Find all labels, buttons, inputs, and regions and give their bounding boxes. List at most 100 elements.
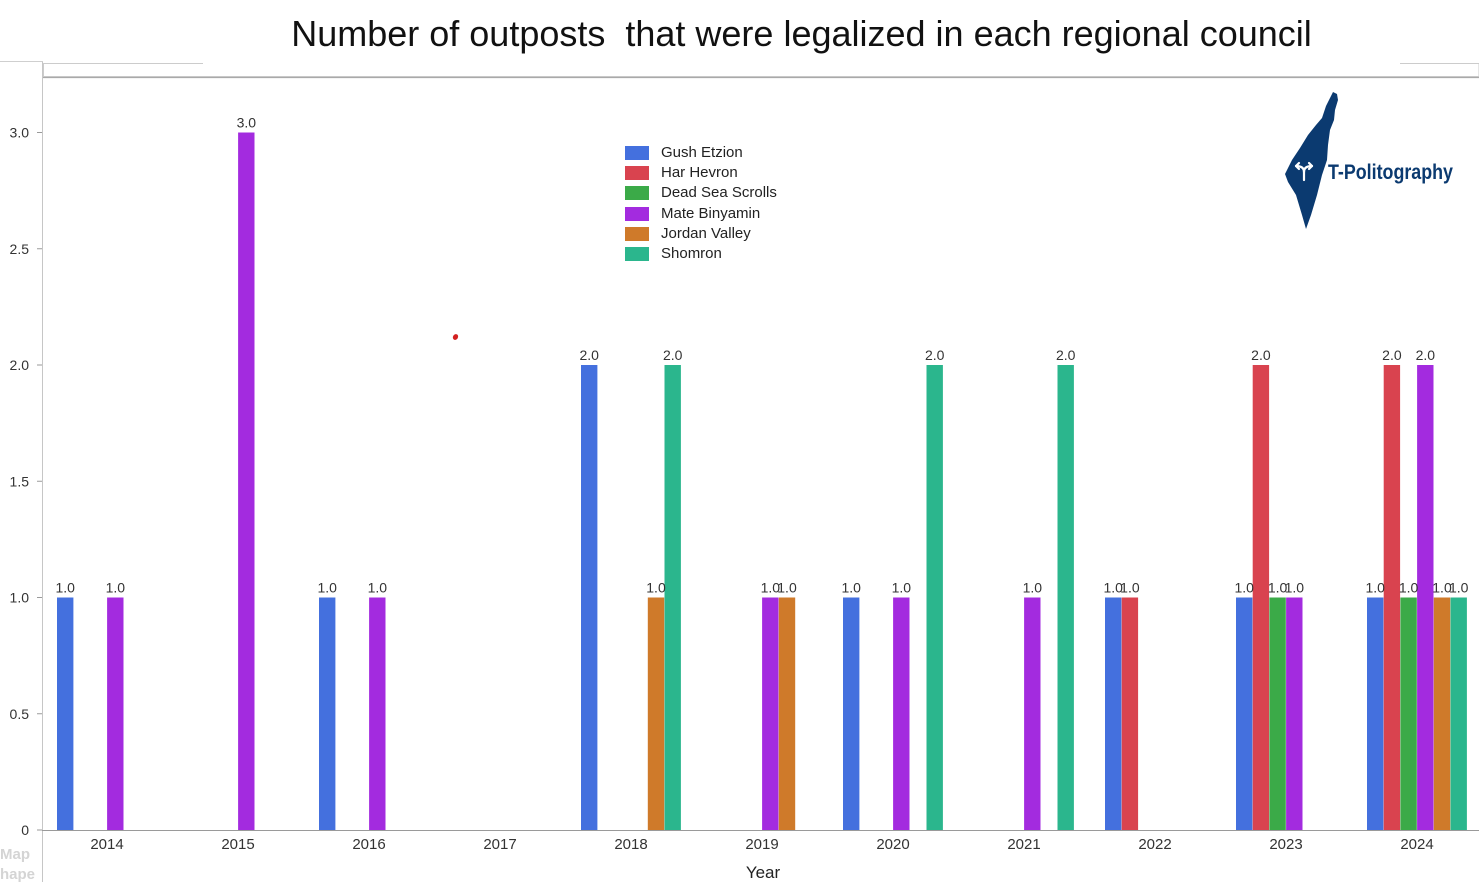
israel-map-icon bbox=[1285, 92, 1338, 229]
legend-swatch bbox=[625, 247, 649, 262]
map-shape-drop-zone[interactable]: Map hape bbox=[0, 845, 40, 882]
bar-shomron-2024 bbox=[1450, 597, 1467, 830]
bar-gush-etzion-2024 bbox=[1367, 597, 1384, 830]
x-tick-label-2014: 2014 bbox=[90, 836, 123, 853]
x-axis-ticks: 2014 2015 2016 2017 2018 2019 2020 2021 2022 2023… bbox=[90, 836, 1433, 853]
bar-mate-binyamin-2014 bbox=[107, 597, 124, 830]
y-tick-label: 0 bbox=[21, 822, 29, 838]
value-label-dead-sea-scrolls-2023: 1.0 bbox=[1268, 580, 1288, 596]
legend-swatch bbox=[625, 146, 649, 161]
x-tick-label-2024: 2024 bbox=[1400, 836, 1433, 853]
value-label-jordan-valley-2019: 1.0 bbox=[777, 580, 797, 596]
x-tick-label-2020: 2020 bbox=[876, 836, 909, 853]
shape-label: hape bbox=[0, 866, 36, 882]
x-tick-label-2019: 2019 bbox=[745, 836, 778, 853]
bar-dead-sea-scrolls-2023 bbox=[1269, 597, 1286, 830]
bar-mate-binyamin-2021 bbox=[1024, 597, 1041, 830]
bar-mate-binyamin-2016 bbox=[369, 597, 386, 830]
y-tick-label: 0.5 bbox=[10, 706, 30, 722]
value-label-har-hevron-2023: 2.0 bbox=[1251, 347, 1271, 363]
value-label-shomron-2018: 2.0 bbox=[663, 347, 683, 363]
bar-mate-binyamin-2020 bbox=[893, 597, 910, 830]
value-label-mate-binyamin-2016: 1.0 bbox=[368, 580, 388, 596]
x-tick-label-2022: 2022 bbox=[1138, 836, 1171, 853]
value-label-har-hevron-2024: 2.0 bbox=[1382, 347, 1402, 363]
legend-swatch bbox=[625, 186, 649, 201]
map-label: Map bbox=[0, 846, 30, 863]
legend-label: Shomron bbox=[661, 245, 722, 263]
bar-gush-etzion-2022 bbox=[1105, 597, 1122, 830]
x-tick-label-2017: 2017 bbox=[483, 836, 516, 853]
legend-item-shomron: Shomron bbox=[625, 244, 777, 264]
bar-har-hevron-2023 bbox=[1252, 365, 1270, 830]
logo-text: T-Politography bbox=[1328, 161, 1453, 184]
chart-title-box: Number of outposts that were legalized i… bbox=[203, 0, 1400, 66]
value-label-mate-binyamin-2021: 1.0 bbox=[1023, 580, 1043, 596]
chart-frame bbox=[0, 61, 1479, 882]
y-tick-label: 3.0 bbox=[10, 125, 30, 141]
bar-jordan-valley-2018 bbox=[647, 597, 665, 830]
bars bbox=[57, 132, 1467, 830]
bar-har-hevron-2022 bbox=[1121, 597, 1139, 830]
split-arrow-icon bbox=[1294, 161, 1314, 182]
bar-shomron-2021 bbox=[1057, 365, 1074, 830]
value-label-mate-binyamin-2015: 3.0 bbox=[237, 115, 257, 131]
x-tick-label-2015: 2015 bbox=[221, 836, 254, 853]
y-tick-label: 1.0 bbox=[10, 590, 30, 606]
bar-mate-binyamin-2015 bbox=[238, 132, 255, 830]
value-label-mate-binyamin-2019: 1.0 bbox=[761, 580, 781, 596]
value-label-gush-etzion-2024: 1.0 bbox=[1365, 580, 1385, 596]
value-label-mate-binyamin-2020: 1.0 bbox=[892, 580, 912, 596]
bar-gush-etzion-2016 bbox=[319, 597, 336, 830]
bar-shomron-2018 bbox=[664, 365, 681, 830]
value-label-jordan-valley-2024: 1.0 bbox=[1432, 580, 1452, 596]
value-label-shomron-2024: 1.0 bbox=[1449, 580, 1469, 596]
value-label-gush-etzion-2023: 1.0 bbox=[1234, 580, 1254, 596]
value-label-mate-binyamin-2024: 2.0 bbox=[1416, 347, 1436, 363]
legend-swatch bbox=[625, 226, 649, 241]
legend-label: Jordan Valley bbox=[661, 224, 751, 242]
value-label-jordan-valley-2018: 1.0 bbox=[646, 580, 666, 596]
value-labels: 1.0 1.03.01.0 1.02.01.02.01.01.0 1.0 1.02.01… bbox=[55, 115, 1468, 596]
bar-gush-etzion-2014 bbox=[57, 597, 74, 830]
bar-mate-binyamin-2019 bbox=[762, 597, 779, 830]
value-label-gush-etzion-2018: 2.0 bbox=[579, 347, 599, 363]
bar-dead-sea-scrolls-2024 bbox=[1400, 597, 1417, 830]
bar-gush-etzion-2018 bbox=[581, 365, 598, 830]
legend-label: Mate Binyamin bbox=[661, 204, 761, 222]
legend-item-dead-sea-scrolls: Dead Sea Scrolls bbox=[625, 183, 777, 203]
chart-title: Number of outposts that were legalized i… bbox=[291, 13, 1312, 54]
legend-item-gush-etzion: Gush Etzion bbox=[625, 143, 777, 163]
value-label-mate-binyamin-2023: 1.0 bbox=[1285, 580, 1305, 596]
value-label-gush-etzion-2016: 1.0 bbox=[317, 580, 337, 596]
y-axis-ticks: 0 0.5 1.0 1.5 2.0 2.5 3.0 bbox=[10, 125, 42, 838]
legend-label: Gush Etzion bbox=[661, 144, 743, 162]
x-tick-label-2023: 2023 bbox=[1269, 836, 1302, 853]
legend-swatch bbox=[625, 206, 649, 221]
x-axis-label: Year bbox=[746, 863, 781, 882]
bar-har-hevron-2024 bbox=[1383, 365, 1401, 830]
x-tick-label-2018: 2018 bbox=[614, 836, 647, 853]
legend: Gush Etzion Har Hevron Dead Sea Scrolls … bbox=[625, 143, 777, 264]
x-tick-label-2016: 2016 bbox=[352, 836, 385, 853]
bar-mate-binyamin-2024 bbox=[1417, 365, 1434, 830]
value-label-gush-etzion-2022: 1.0 bbox=[1103, 580, 1123, 596]
y-tick-label: 1.5 bbox=[10, 473, 30, 489]
value-label-dead-sea-scrolls-2024: 1.0 bbox=[1399, 580, 1419, 596]
value-label-gush-etzion-2020: 1.0 bbox=[841, 580, 861, 596]
legend-item-har-hevron: Har Hevron bbox=[625, 163, 777, 183]
bar-mate-binyamin-2023 bbox=[1286, 597, 1303, 830]
bar-jordan-valley-2019 bbox=[778, 597, 796, 830]
legend-item-jordan-valley: Jordan Valley bbox=[625, 224, 777, 244]
y-tick-label: 2.0 bbox=[10, 357, 30, 373]
legend-label: Har Hevron bbox=[661, 164, 738, 182]
legend-swatch bbox=[625, 166, 649, 181]
y-tick-label: 2.5 bbox=[10, 241, 30, 257]
value-label-shomron-2021: 2.0 bbox=[1056, 347, 1076, 363]
value-label-mate-binyamin-2014: 1.0 bbox=[106, 580, 126, 596]
value-label-har-hevron-2022: 1.0 bbox=[1120, 580, 1140, 596]
legend-label: Dead Sea Scrolls bbox=[661, 184, 777, 202]
bar-jordan-valley-2024 bbox=[1433, 597, 1451, 830]
legend-item-mate-binyamin: Mate Binyamin bbox=[625, 204, 777, 224]
